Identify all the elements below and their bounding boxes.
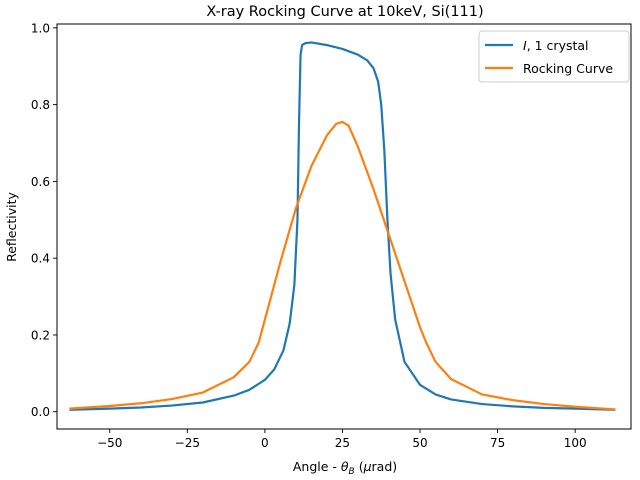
series-line-1 [69,41,616,411]
legend-label-series-1: I, 1 crystal [523,38,589,53]
x-axis-ticks: −50 −25 0 25 50 75 100 [97,429,587,450]
y-tick-label: 0.4 [31,252,50,266]
x-tick-label: 0 [261,436,269,450]
plot-frame [56,23,632,430]
y-tick-label: 0.2 [31,328,50,342]
x-tick-label: −25 [175,436,200,450]
y-axis-label: Reflectivity [4,192,19,262]
x-tick-label: 75 [490,436,505,450]
x-tick-label: 50 [412,436,427,450]
series-line-2 [69,120,616,411]
y-tick-label: 1.0 [31,21,50,35]
legend-label-series-2: Rocking Curve [523,61,613,76]
y-axis-ticks: 0.0 0.2 0.4 0.6 0.8 1.0 [31,21,57,419]
y-tick-label: 0.6 [31,175,50,189]
x-tick-label: 100 [564,436,587,450]
x-tick-label: 25 [335,436,350,450]
chart-title: X-ray Rocking Curve at 10keV, Si(111) [206,4,483,20]
x-tick-label: −50 [97,436,122,450]
legend: I, 1 crystal Rocking Curve [478,30,630,83]
y-tick-label: 0.8 [31,98,50,112]
y-tick-label: 0.0 [31,405,50,419]
plot-area [69,41,616,411]
x-axis-label: Angle - θB (μrad) [293,459,397,477]
legend-box [478,30,630,83]
